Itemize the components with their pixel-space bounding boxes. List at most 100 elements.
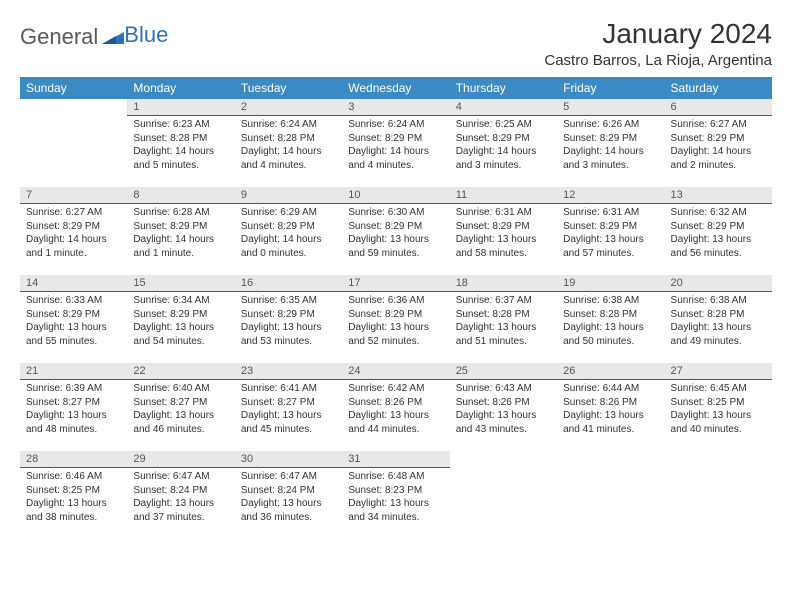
sunrise-text: Sunrise: 6:32 AM bbox=[671, 206, 766, 220]
day-number: 4 bbox=[450, 99, 557, 116]
daylight-line2: and 1 minute. bbox=[133, 247, 228, 261]
sunset-text: Sunset: 8:26 PM bbox=[456, 396, 551, 410]
daylight-line2: and 44 minutes. bbox=[348, 423, 443, 437]
daylight-line1: Daylight: 13 hours bbox=[563, 321, 658, 335]
calendar-table: SundayMondayTuesdayWednesdayThursdayFrid… bbox=[20, 77, 772, 539]
day-number: 11 bbox=[450, 187, 557, 204]
daylight-line2: and 48 minutes. bbox=[26, 423, 121, 437]
day-number: 21 bbox=[20, 363, 127, 380]
day-number: 20 bbox=[665, 275, 772, 292]
calendar-day-cell: 15Sunrise: 6:34 AMSunset: 8:29 PMDayligh… bbox=[127, 275, 234, 363]
sunset-text: Sunset: 8:23 PM bbox=[348, 484, 443, 498]
daylight-line2: and 59 minutes. bbox=[348, 247, 443, 261]
calendar-day-cell: 17Sunrise: 6:36 AMSunset: 8:29 PMDayligh… bbox=[342, 275, 449, 363]
calendar-day-cell: 10Sunrise: 6:30 AMSunset: 8:29 PMDayligh… bbox=[342, 187, 449, 275]
day-number: 22 bbox=[127, 363, 234, 380]
daylight-line2: and 57 minutes. bbox=[563, 247, 658, 261]
sunset-text: Sunset: 8:29 PM bbox=[348, 308, 443, 322]
sunset-text: Sunset: 8:29 PM bbox=[671, 220, 766, 234]
calendar-day-cell: 14Sunrise: 6:33 AMSunset: 8:29 PMDayligh… bbox=[20, 275, 127, 363]
day-number: 17 bbox=[342, 275, 449, 292]
sunset-text: Sunset: 8:29 PM bbox=[241, 220, 336, 234]
daylight-line1: Daylight: 13 hours bbox=[671, 409, 766, 423]
daylight-line2: and 1 minute. bbox=[26, 247, 121, 261]
day-content: Sunrise: 6:31 AMSunset: 8:29 PMDaylight:… bbox=[450, 204, 557, 264]
daylight-line1: Daylight: 13 hours bbox=[456, 409, 551, 423]
sunset-text: Sunset: 8:29 PM bbox=[348, 220, 443, 234]
calendar-day-cell: 29Sunrise: 6:47 AMSunset: 8:24 PMDayligh… bbox=[127, 451, 234, 539]
sunrise-text: Sunrise: 6:43 AM bbox=[456, 382, 551, 396]
sunset-text: Sunset: 8:29 PM bbox=[563, 132, 658, 146]
daylight-line2: and 0 minutes. bbox=[241, 247, 336, 261]
calendar-day-cell: 22Sunrise: 6:40 AMSunset: 8:27 PMDayligh… bbox=[127, 363, 234, 451]
sunrise-text: Sunrise: 6:31 AM bbox=[563, 206, 658, 220]
day-content: Sunrise: 6:38 AMSunset: 8:28 PMDaylight:… bbox=[665, 292, 772, 352]
daylight-line1: Daylight: 13 hours bbox=[456, 321, 551, 335]
day-number: 19 bbox=[557, 275, 664, 292]
sunrise-text: Sunrise: 6:38 AM bbox=[671, 294, 766, 308]
daylight-line1: Daylight: 13 hours bbox=[456, 233, 551, 247]
daylight-line2: and 38 minutes. bbox=[26, 511, 121, 525]
day-number: 25 bbox=[450, 363, 557, 380]
calendar-day-cell: 19Sunrise: 6:38 AMSunset: 8:28 PMDayligh… bbox=[557, 275, 664, 363]
sunset-text: Sunset: 8:27 PM bbox=[26, 396, 121, 410]
day-number: 16 bbox=[235, 275, 342, 292]
daylight-line2: and 40 minutes. bbox=[671, 423, 766, 437]
daylight-line1: Daylight: 13 hours bbox=[241, 409, 336, 423]
day-content: Sunrise: 6:34 AMSunset: 8:29 PMDaylight:… bbox=[127, 292, 234, 352]
sunrise-text: Sunrise: 6:36 AM bbox=[348, 294, 443, 308]
sunrise-text: Sunrise: 6:29 AM bbox=[241, 206, 336, 220]
day-content: Sunrise: 6:43 AMSunset: 8:26 PMDaylight:… bbox=[450, 380, 557, 440]
day-content: Sunrise: 6:24 AMSunset: 8:29 PMDaylight:… bbox=[342, 116, 449, 176]
calendar-day-cell: 24Sunrise: 6:42 AMSunset: 8:26 PMDayligh… bbox=[342, 363, 449, 451]
day-content: Sunrise: 6:26 AMSunset: 8:29 PMDaylight:… bbox=[557, 116, 664, 176]
daylight-line1: Daylight: 13 hours bbox=[241, 321, 336, 335]
calendar-day-cell: 28Sunrise: 6:46 AMSunset: 8:25 PMDayligh… bbox=[20, 451, 127, 539]
day-number: 29 bbox=[127, 451, 234, 468]
calendar-day-cell: 8Sunrise: 6:28 AMSunset: 8:29 PMDaylight… bbox=[127, 187, 234, 275]
day-content: Sunrise: 6:23 AMSunset: 8:28 PMDaylight:… bbox=[127, 116, 234, 176]
day-content: Sunrise: 6:32 AMSunset: 8:29 PMDaylight:… bbox=[665, 204, 772, 264]
calendar-day-cell: 31Sunrise: 6:48 AMSunset: 8:23 PMDayligh… bbox=[342, 451, 449, 539]
daylight-line1: Daylight: 13 hours bbox=[348, 233, 443, 247]
sunrise-text: Sunrise: 6:33 AM bbox=[26, 294, 121, 308]
day-content: Sunrise: 6:27 AMSunset: 8:29 PMDaylight:… bbox=[665, 116, 772, 176]
day-number: 1 bbox=[127, 99, 234, 116]
calendar-day-cell bbox=[20, 99, 127, 187]
calendar-week-row: 14Sunrise: 6:33 AMSunset: 8:29 PMDayligh… bbox=[20, 275, 772, 363]
daylight-line1: Daylight: 13 hours bbox=[671, 233, 766, 247]
day-content: Sunrise: 6:47 AMSunset: 8:24 PMDaylight:… bbox=[127, 468, 234, 528]
day-content: Sunrise: 6:38 AMSunset: 8:28 PMDaylight:… bbox=[557, 292, 664, 352]
sunrise-text: Sunrise: 6:47 AM bbox=[241, 470, 336, 484]
daylight-line2: and 46 minutes. bbox=[133, 423, 228, 437]
sunrise-text: Sunrise: 6:44 AM bbox=[563, 382, 658, 396]
sunset-text: Sunset: 8:29 PM bbox=[671, 132, 766, 146]
daylight-line2: and 55 minutes. bbox=[26, 335, 121, 349]
weekday-header: Saturday bbox=[665, 77, 772, 99]
sunrise-text: Sunrise: 6:26 AM bbox=[563, 118, 658, 132]
brand-triangle-icon bbox=[102, 24, 124, 50]
daylight-line2: and 45 minutes. bbox=[241, 423, 336, 437]
calendar-day-cell: 18Sunrise: 6:37 AMSunset: 8:28 PMDayligh… bbox=[450, 275, 557, 363]
day-number: 26 bbox=[557, 363, 664, 380]
daylight-line1: Daylight: 14 hours bbox=[241, 233, 336, 247]
day-number: 30 bbox=[235, 451, 342, 468]
day-content: Sunrise: 6:35 AMSunset: 8:29 PMDaylight:… bbox=[235, 292, 342, 352]
weekday-header: Wednesday bbox=[342, 77, 449, 99]
calendar-week-row: 1Sunrise: 6:23 AMSunset: 8:28 PMDaylight… bbox=[20, 99, 772, 187]
daylight-line1: Daylight: 13 hours bbox=[563, 233, 658, 247]
daylight-line2: and 36 minutes. bbox=[241, 511, 336, 525]
sunset-text: Sunset: 8:29 PM bbox=[241, 308, 336, 322]
calendar-day-cell bbox=[450, 451, 557, 539]
daylight-line2: and 3 minutes. bbox=[563, 159, 658, 173]
calendar-body: 1Sunrise: 6:23 AMSunset: 8:28 PMDaylight… bbox=[20, 99, 772, 539]
sunset-text: Sunset: 8:28 PM bbox=[671, 308, 766, 322]
daylight-line2: and 37 minutes. bbox=[133, 511, 228, 525]
sunset-text: Sunset: 8:27 PM bbox=[241, 396, 336, 410]
sunrise-text: Sunrise: 6:24 AM bbox=[241, 118, 336, 132]
sunrise-text: Sunrise: 6:47 AM bbox=[133, 470, 228, 484]
calendar-page: General Blue January 2024 Castro Barros,… bbox=[0, 0, 792, 551]
sunrise-text: Sunrise: 6:38 AM bbox=[563, 294, 658, 308]
weekday-header: Tuesday bbox=[235, 77, 342, 99]
sunrise-text: Sunrise: 6:28 AM bbox=[133, 206, 228, 220]
